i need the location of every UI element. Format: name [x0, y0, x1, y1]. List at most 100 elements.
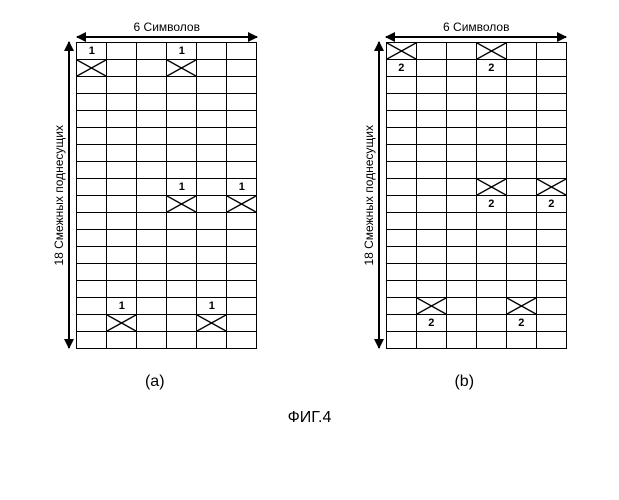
cell — [197, 179, 227, 196]
cell — [197, 213, 227, 230]
cell — [167, 247, 197, 264]
cell — [416, 145, 446, 162]
cell — [107, 196, 137, 213]
cell — [77, 145, 107, 162]
cell — [476, 298, 506, 315]
cell — [137, 281, 167, 298]
cell — [416, 94, 446, 111]
x-cell — [476, 43, 506, 60]
cell — [386, 196, 416, 213]
cell — [536, 145, 566, 162]
cell — [386, 111, 416, 128]
number-cell: 1 — [167, 179, 197, 196]
cell — [227, 145, 257, 162]
cell — [77, 162, 107, 179]
panel-b: 18 Смежных поднесущих6 Символов222222(b) — [362, 20, 567, 391]
cell — [167, 94, 197, 111]
cell — [416, 128, 446, 145]
cell — [137, 196, 167, 213]
cell — [446, 230, 476, 247]
cell — [227, 298, 257, 315]
cell — [446, 111, 476, 128]
cell — [476, 213, 506, 230]
x-cell — [386, 43, 416, 60]
cell — [77, 77, 107, 94]
cell — [416, 213, 446, 230]
number-cell: 2 — [476, 60, 506, 77]
cell — [476, 145, 506, 162]
cell — [476, 230, 506, 247]
cell — [167, 298, 197, 315]
cell — [227, 60, 257, 77]
cell — [536, 264, 566, 281]
cell — [107, 247, 137, 264]
cell — [536, 315, 566, 332]
cell — [137, 230, 167, 247]
panel-a: 18 Смежных поднесущих6 Символов111111(a) — [52, 20, 257, 391]
cell — [386, 247, 416, 264]
cell — [167, 332, 197, 349]
cell — [446, 94, 476, 111]
cell — [227, 77, 257, 94]
number-cell: 1 — [77, 43, 107, 60]
cell — [506, 264, 536, 281]
cell — [197, 128, 227, 145]
number-cell: 2 — [506, 315, 536, 332]
cell — [77, 315, 107, 332]
cell — [386, 94, 416, 111]
cell — [107, 77, 137, 94]
cell — [77, 264, 107, 281]
cell — [416, 60, 446, 77]
figure-label: ФИГ.4 — [20, 409, 599, 427]
cell — [506, 128, 536, 145]
cell — [506, 60, 536, 77]
cell — [446, 162, 476, 179]
x-cell — [167, 60, 197, 77]
cell — [446, 213, 476, 230]
cell — [77, 281, 107, 298]
cell — [416, 281, 446, 298]
cell — [137, 247, 167, 264]
cell — [536, 128, 566, 145]
cell — [386, 264, 416, 281]
cell — [227, 162, 257, 179]
cell — [506, 230, 536, 247]
x-cell — [167, 196, 197, 213]
x-cell — [476, 179, 506, 196]
number-cell: 2 — [476, 196, 506, 213]
cell — [227, 332, 257, 349]
cell — [137, 60, 167, 77]
cell — [227, 111, 257, 128]
cell — [167, 264, 197, 281]
cell — [386, 230, 416, 247]
cell — [167, 145, 197, 162]
cell — [536, 111, 566, 128]
y-axis-arrow — [378, 42, 380, 348]
cell — [107, 94, 137, 111]
number-cell: 1 — [227, 179, 257, 196]
cell — [197, 247, 227, 264]
cell — [536, 281, 566, 298]
cell — [167, 128, 197, 145]
cell — [107, 128, 137, 145]
cell — [506, 196, 536, 213]
cell — [137, 332, 167, 349]
y-axis-label: 18 Смежных поднесущих — [52, 125, 66, 266]
cell — [137, 77, 167, 94]
cell — [536, 162, 566, 179]
cell — [137, 315, 167, 332]
cell — [137, 43, 167, 60]
x-cell — [107, 315, 137, 332]
number-cell: 1 — [107, 298, 137, 315]
x-cell — [197, 315, 227, 332]
cell — [476, 247, 506, 264]
y-axis-arrow — [68, 42, 70, 348]
cell — [506, 281, 536, 298]
number-cell: 2 — [416, 315, 446, 332]
cell — [416, 111, 446, 128]
cell — [386, 162, 416, 179]
cell — [77, 94, 107, 111]
cell — [197, 43, 227, 60]
cell — [386, 315, 416, 332]
cell — [536, 213, 566, 230]
